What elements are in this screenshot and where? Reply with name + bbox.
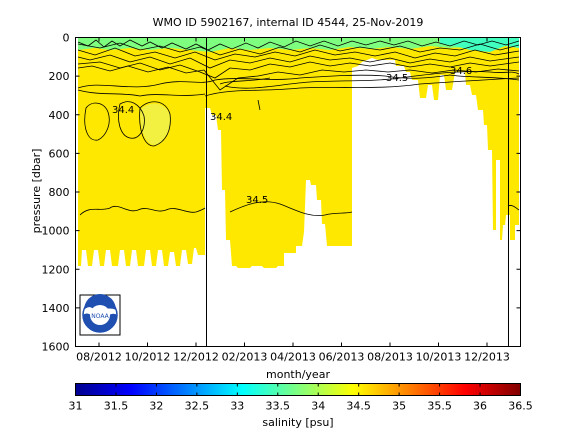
patch-region <box>140 103 171 146</box>
colorbar-tick-label: 34.5 <box>346 400 371 413</box>
x-tick-label: 10/2012 <box>125 351 171 364</box>
contour-34.4-lower <box>204 77 520 97</box>
y-axis-label: pressure [dbar] <box>30 149 43 234</box>
x-tick-label: 08/2013 <box>367 351 413 364</box>
contour-label: 34.5 <box>246 195 268 206</box>
colorbar-tick-label: 33 <box>230 400 244 413</box>
x-tick-label: 10/2013 <box>416 351 462 364</box>
y-tick-label: 1000 <box>42 225 70 238</box>
svg-text:NOAA: NOAA <box>91 313 109 320</box>
noaa-logo: NOAA <box>79 294 121 336</box>
colorbar-tick-label: 35.5 <box>427 400 452 413</box>
colorbar-tick-label: 32.5 <box>185 400 210 413</box>
y-tick-label: 600 <box>49 147 70 160</box>
y-tick-label: 1200 <box>42 263 70 276</box>
colorbar-tick-label: 34 <box>311 400 325 413</box>
colorbar-tick-label: 36 <box>473 400 487 413</box>
x-tick-label: 12/2012 <box>173 351 219 364</box>
y-tick-label: 800 <box>49 186 70 199</box>
contour-small-a <box>257 99 261 111</box>
x-tick-label: 12/2013 <box>464 351 510 364</box>
colorbar-tick-label: 31 <box>69 400 83 413</box>
x-tick-label: 04/2013 <box>270 351 316 364</box>
colorbar <box>75 383 521 396</box>
contour-34.4-loop-c <box>139 101 171 147</box>
x-tick-label: 08/2012 <box>76 351 122 364</box>
colorbar-label: salinity [psu] <box>262 416 333 429</box>
surface-contours <box>77 39 520 91</box>
x-tick-label: 06/2013 <box>319 351 365 364</box>
y-tick-label: 1400 <box>42 302 70 315</box>
contour-label: 34.6 <box>450 66 472 77</box>
contour-34.4-loop-a <box>84 102 110 141</box>
contour-label: 34.4 <box>112 105 134 116</box>
colorbar-tick-label: 33.5 <box>266 400 291 413</box>
contour-label: 34.4 <box>210 112 232 123</box>
contour-34.5-upper <box>77 74 520 89</box>
contour-deep-upper <box>219 77 271 85</box>
chart-title: WMO ID 5902167, internal ID 4544, 25-Nov… <box>153 16 424 29</box>
x-axis-label: month/year <box>266 368 330 381</box>
plot-area <box>77 37 520 346</box>
contour-labels: 34.4 34.4 34.5 34.5 34.6 <box>112 66 472 206</box>
colorbar-tick-label: 36.5 <box>508 400 533 413</box>
salinity-field <box>78 37 519 268</box>
y-tick-label: 400 <box>49 109 70 122</box>
colorbar-tick-label: 32 <box>149 400 163 413</box>
y-tick-label: 200 <box>49 70 70 83</box>
contour-34.4-upper <box>77 89 206 97</box>
colorbar-tick-label: 35 <box>392 400 406 413</box>
y-axis: 0 200 400 600 800 1000 1200 1400 1600 <box>42 32 521 354</box>
contours <box>77 71 520 217</box>
contour-deep-34.5-left <box>79 205 206 216</box>
contour-34.6 <box>224 71 520 89</box>
contour-deep-34.5-right <box>507 205 520 211</box>
y-tick-label: 0 <box>63 32 70 45</box>
colorbar-ticks: 31 31.5 32 32.5 33 33.5 34 34.5 35 35.5 36 36.5 <box>69 383 533 413</box>
contour-label: 34.5 <box>386 73 408 84</box>
y-tick-label: 1600 <box>42 341 70 354</box>
contour-deep-34.5-mid <box>229 201 353 217</box>
x-tick-label: 02/2013 <box>222 351 268 364</box>
colorbar-tick-label: 31.5 <box>104 400 129 413</box>
x-axis: 08/2012 10/2012 12/2012 02/2013 04/2013 06/20… <box>76 37 510 364</box>
